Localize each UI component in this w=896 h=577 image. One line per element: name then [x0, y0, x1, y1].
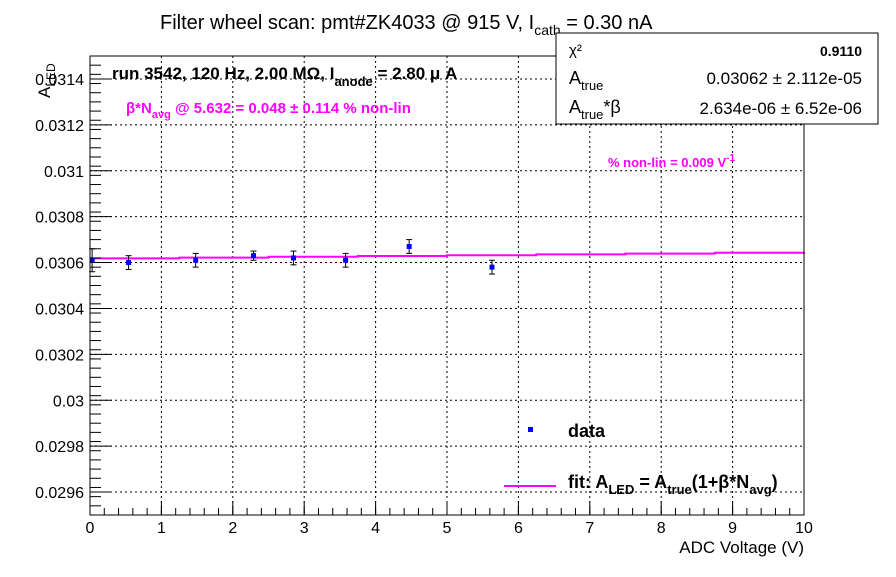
beta-nonlin-subscript: avg: [152, 109, 171, 121]
legend-fit-eq: = A: [634, 472, 667, 492]
run-info-subscript: anode: [334, 74, 372, 89]
y-tick-label: 0.0296: [35, 485, 84, 502]
x-tick-label: 7: [585, 520, 594, 537]
legend: data fit: ALED = Atrue(1+β*Navg): [504, 421, 778, 497]
data-point: [125, 255, 132, 270]
x-axis-ticks: 0 1 2 3 4 5 6 7 8 9 10: [86, 501, 813, 537]
data-point-marker: [290, 255, 296, 261]
x-axis-label: ADC Voltage (V): [679, 538, 804, 557]
data-point-marker: [126, 260, 132, 266]
x-tick-label: 6: [514, 520, 523, 537]
beta-nonlin-annotation: β*Navg @ 5.632 = 0.048 ± 0.114 % non-lin: [126, 100, 411, 121]
stats-beta-value: 2.634e-06 ± 6.52e-06: [700, 99, 862, 118]
legend-fit-sub-led: LED: [608, 482, 634, 497]
y-axis-label-sub: LED: [44, 63, 58, 87]
data-point-marker: [89, 257, 95, 263]
data-point: [250, 250, 257, 261]
y-tick-label: 0.0314: [35, 72, 84, 89]
nonlin-slope-annotation: % non-lin = 0.009 V-1: [608, 153, 735, 170]
nonlin-slope-superscript: -1: [726, 153, 735, 164]
stats-beta-label: Atrue*β: [569, 97, 621, 122]
legend-fit-sub-true: true: [667, 482, 692, 497]
data-point: [406, 239, 413, 254]
data-point: [342, 252, 349, 268]
x-tick-label: 3: [300, 520, 309, 537]
data-point-marker: [343, 257, 349, 263]
legend-fit-close: ): [772, 472, 778, 492]
x-tick-label: 9: [728, 520, 737, 537]
stats-atrue-label-sub: true: [581, 78, 603, 93]
x-tick-label: 2: [228, 520, 237, 537]
stats-beta-label-tail: *β: [603, 97, 620, 117]
fit-curve-group: [90, 251, 805, 260]
stats-beta-label-sub: true: [581, 107, 603, 122]
stats-box: χ² 0.9110 Atrue 0.03062 ± 2.112e-05 Atru…: [555, 32, 879, 125]
y-axis-ticks: 0.0296 0.0298 0.03 0.0302 0.0304 0.0306 0.0308…: [35, 55, 112, 516]
data-point-marker: [193, 257, 199, 263]
data-point: [290, 250, 297, 266]
stats-box-border: [555, 32, 879, 125]
stats-chi2-value: 0.9110: [820, 43, 862, 59]
y-axis-label: ALED: [35, 63, 58, 98]
title-subscript: cath: [534, 22, 560, 38]
y-tick-label: 0.0302: [35, 347, 84, 364]
data-point: [192, 252, 199, 268]
legend-fit-sub-avg: avg: [749, 482, 771, 497]
stats-atrue-value: 0.03062 ± 2.112e-05: [706, 69, 862, 88]
run-info-annotation: run 3542, 120 Hz, 2.00 MΩ, Ianode = 2.80…: [112, 64, 457, 89]
legend-fit-paren: (1+β*N: [692, 472, 750, 492]
svg-text:ALED: ALED: [35, 63, 58, 98]
x-tick-label: 8: [657, 520, 666, 537]
y-tick-label: 0.0306: [35, 256, 84, 273]
legend-data-label: data: [568, 421, 606, 441]
y-tick-label: 0.0312: [35, 118, 84, 135]
y-tick-label: 0.0304: [35, 301, 84, 318]
grid-lines: [90, 56, 804, 515]
stats-chi2-label: χ²: [569, 42, 582, 59]
plot-frame: [89, 55, 805, 516]
x-tick-label: 0: [86, 520, 95, 537]
data-point-marker: [489, 264, 495, 270]
y-tick-label: 0.03: [53, 393, 84, 410]
x-tick-label: 4: [371, 520, 380, 537]
y-tick-label: 0.0298: [35, 439, 84, 456]
title-tail: = 0.30 nA: [561, 12, 653, 34]
run-info-tail: = 2.80 μ A: [373, 64, 458, 83]
legend-data-marker: [528, 427, 533, 432]
beta-nonlin-tail: @ 5.632 = 0.048 ± 0.114 % non-lin: [171, 100, 411, 117]
fit-curve: [90, 251, 805, 260]
stats-atrue-label: Atrue: [569, 68, 603, 93]
data-point-marker: [251, 253, 257, 259]
x-tick-label: 5: [443, 520, 452, 537]
data-point: [488, 259, 495, 275]
y-tick-label: 0.031: [44, 164, 84, 181]
legend-fit-label: fit: ALED = Atrue(1+β*Navg): [568, 472, 778, 497]
x-tick-label: 10: [795, 520, 813, 537]
data-point-marker: [406, 243, 412, 249]
y-tick-label: 0.0308: [35, 210, 84, 227]
x-tick-label: 1: [157, 520, 166, 537]
y-axis-label-main: A: [35, 86, 54, 98]
chart-title: Filter wheel scan: pmt#ZK4033 @ 915 V, I…: [160, 12, 653, 38]
